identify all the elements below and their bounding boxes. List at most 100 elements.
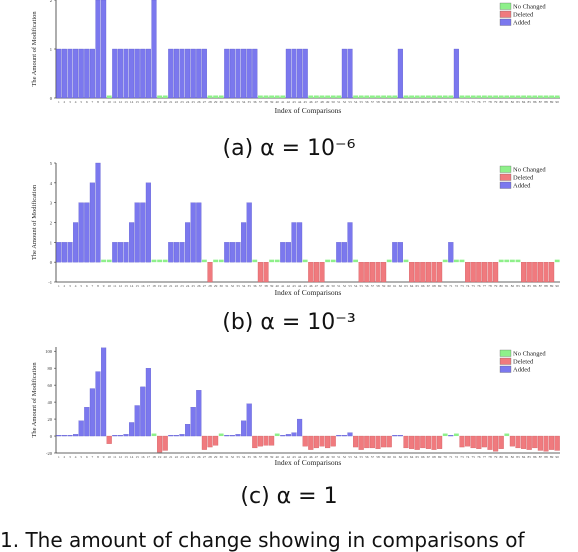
y-axis-label: The Amount of Modification: [31, 362, 38, 438]
x-tick-label: 5: [80, 284, 82, 288]
bar-no-changed: [554, 259, 560, 263]
bar-no-changed: [420, 95, 426, 98]
x-tick-label: 17: [147, 100, 151, 104]
x-tick-label: 78: [488, 100, 492, 104]
x-tick-label: 6: [86, 284, 88, 288]
bar-deleted: [308, 435, 314, 450]
bar-no-changed: [504, 95, 510, 98]
x-tick-label: 60: [388, 455, 392, 459]
bar-added: [56, 242, 62, 263]
x-tick-label: 80: [500, 284, 504, 288]
x-tick-label: 12: [119, 455, 123, 459]
bar-no-changed: [386, 95, 392, 98]
x-tick-label: 38: [264, 455, 268, 459]
legend-label: Deleted: [513, 175, 534, 182]
bar-deleted: [403, 435, 409, 449]
bar-added: [123, 48, 129, 99]
bar-added: [129, 48, 135, 99]
x-tick-label: 82: [511, 100, 515, 104]
x-tick-label: 50: [332, 100, 336, 104]
x-tick-label: 50: [332, 455, 336, 459]
bar-deleted: [543, 262, 549, 283]
bar-deleted: [481, 262, 487, 283]
y-tick-label: 0: [50, 260, 53, 265]
bar-deleted: [476, 435, 482, 449]
bar-no-changed: [353, 259, 359, 263]
x-tick-label: 49: [326, 455, 330, 459]
bar-added: [291, 48, 297, 99]
bar-deleted: [207, 262, 213, 283]
x-tick-label: 69: [438, 100, 442, 104]
bar-added: [241, 48, 247, 99]
bar-deleted: [263, 435, 269, 446]
bar-deleted: [313, 262, 319, 283]
bar-added: [140, 48, 146, 99]
bar-deleted: [543, 435, 549, 452]
bar-added: [302, 48, 308, 99]
bar-added: [117, 242, 123, 263]
bar-added: [347, 48, 353, 99]
bar-no-changed: [537, 95, 543, 98]
x-tick-label: 65: [416, 455, 420, 459]
bar-deleted: [431, 262, 437, 283]
x-tick-label: 76: [477, 100, 481, 104]
x-tick-label: 85: [528, 100, 532, 104]
x-tick-label: 4: [75, 284, 77, 288]
x-tick-label: 41: [281, 455, 285, 459]
y-tick-label: 60: [48, 383, 53, 388]
bar-deleted: [414, 262, 420, 283]
bar-added: [168, 435, 174, 437]
x-tick-label: 61: [393, 100, 397, 104]
bar-no-changed: [459, 259, 465, 263]
bar-added: [341, 242, 347, 263]
x-tick-label: 9: [103, 455, 105, 459]
legend-label: Added: [513, 183, 531, 190]
bar-no-changed: [274, 95, 280, 98]
bar-deleted: [515, 435, 521, 449]
bar-added: [101, 347, 107, 437]
x-tick-label: 1: [58, 455, 60, 459]
bar-added: [185, 222, 191, 263]
bar-no-changed: [459, 95, 465, 98]
x-tick-label: 19: [158, 100, 162, 104]
x-tick-label: 69: [438, 284, 442, 288]
x-tick-label: 32: [231, 284, 235, 288]
bar-no-changed: [437, 95, 443, 98]
bar-deleted: [425, 435, 431, 449]
bar-added: [246, 202, 252, 263]
bar-deleted: [420, 435, 426, 449]
legend-label: No Changed: [513, 4, 546, 11]
y-tick-label: -20: [46, 451, 53, 456]
x-tick-label: 15: [136, 100, 140, 104]
x-tick-label: 51: [337, 455, 341, 459]
x-tick-label: 47: [315, 455, 319, 459]
x-tick-label: 81: [505, 100, 509, 104]
bar-added: [297, 48, 303, 99]
x-tick-label: 49: [326, 284, 330, 288]
x-tick-label: 90: [556, 455, 560, 459]
bar-deleted: [409, 435, 415, 449]
x-tick-label: 33: [236, 455, 240, 459]
bar-no-changed: [325, 259, 331, 263]
bar-added: [145, 48, 151, 99]
bar-no-changed: [448, 95, 454, 98]
x-tick-label: 55: [360, 455, 364, 459]
legend-swatch: [499, 10, 512, 18]
x-tick-label: 31: [225, 455, 229, 459]
legend-swatch: [499, 2, 512, 10]
bar-no-changed: [493, 95, 499, 98]
x-tick-label: 73: [460, 284, 464, 288]
x-tick-label: 56: [365, 100, 369, 104]
x-tick-label: 29: [214, 100, 218, 104]
bar-no-changed: [442, 95, 448, 98]
bar-added: [89, 388, 95, 437]
bar-deleted: [409, 262, 415, 283]
bar-added: [185, 424, 191, 437]
bar-deleted: [364, 435, 370, 449]
x-tick-label: 17: [147, 284, 151, 288]
bar-deleted: [431, 435, 437, 450]
x-tick-label: 61: [393, 455, 397, 459]
x-tick-label: 19: [158, 455, 162, 459]
y-axis-label: The Amount of Modification: [31, 184, 38, 260]
bar-no-changed: [409, 95, 415, 98]
